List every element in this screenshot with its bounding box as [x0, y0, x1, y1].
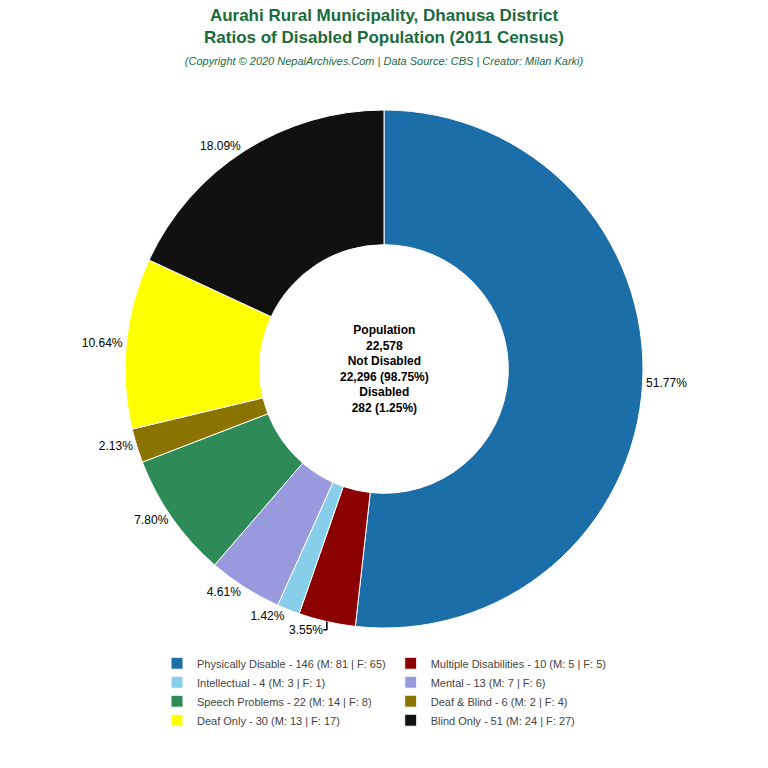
svg-text:7.80%: 7.80% [134, 513, 168, 527]
svg-text:4.61%: 4.61% [207, 585, 241, 599]
svg-text:Deaf & Blind - 6 (M: 2 | F: 4): Deaf & Blind - 6 (M: 2 | F: 4) [431, 696, 568, 708]
svg-text:Speech Problems - 22 (M: 14 |: Speech Problems - 22 (M: 14 | F: 8) [197, 696, 372, 708]
svg-text:Population22,578Not Disabled22: Population22,578Not Disabled22,296 (98.7… [340, 323, 429, 415]
svg-text:Mental - 13 (M: 7 | F: 6): Mental - 13 (M: 7 | F: 6) [431, 677, 546, 689]
svg-text:1.42%: 1.42% [250, 609, 284, 623]
svg-text:Blind Only - 51 (M: 24 | F: 27: Blind Only - 51 (M: 24 | F: 27) [431, 715, 575, 727]
svg-text:51.77%: 51.77% [646, 376, 687, 390]
svg-text:Intellectual - 4 (M: 3 | F: 1): Intellectual - 4 (M: 3 | F: 1) [197, 677, 325, 689]
svg-text:Aurahi Rural Municipality, Dha: Aurahi Rural Municipality, Dhanusa Distr… [185, 6, 584, 67]
svg-text:Physically Disable - 146 (M: 8: Physically Disable - 146 (M: 81 | F: 65) [197, 658, 386, 670]
svg-text:Deaf Only - 30 (M: 13 | F: 17): Deaf Only - 30 (M: 13 | F: 17) [197, 715, 340, 727]
svg-text:2.13%: 2.13% [99, 439, 133, 453]
svg-text:10.64%: 10.64% [82, 336, 123, 350]
svg-text:3.55%: 3.55% [289, 623, 323, 637]
svg-text:Multiple Disabilities - 10 (M:: Multiple Disabilities - 10 (M: 5 | F: 5) [431, 658, 606, 670]
svg-text:18.09%: 18.09% [200, 139, 241, 153]
